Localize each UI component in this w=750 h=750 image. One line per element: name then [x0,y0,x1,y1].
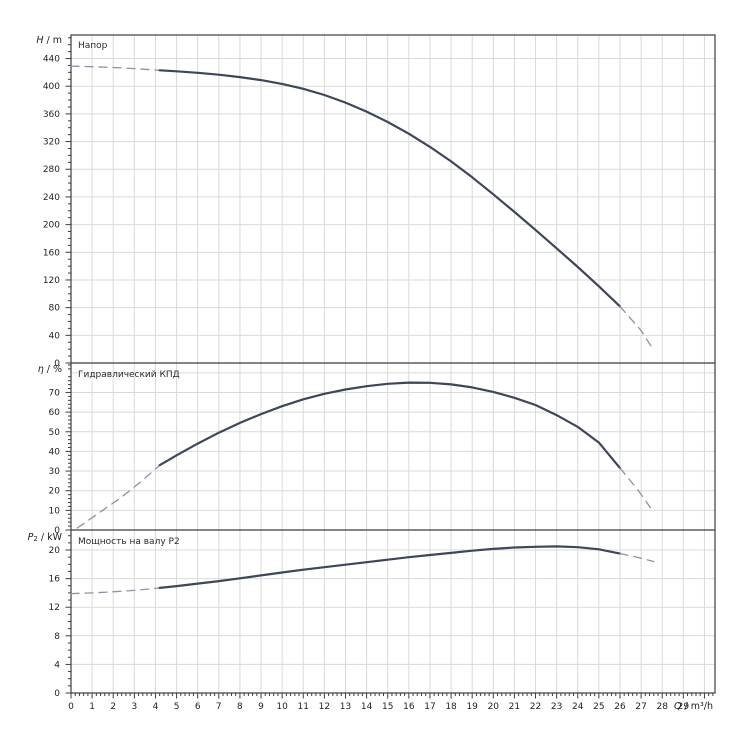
curve-P2-dashed-right [619,552,655,563]
y-tick-label: 440 [43,55,60,65]
y-tick-label: 70 [49,388,61,398]
y-tick-label: 200 [43,221,60,231]
y-tick-label: 20 [49,546,61,556]
y-tick-label: 30 [49,467,61,477]
curve-P2-dashed-left [70,587,161,595]
y-tick-label: 400 [43,82,60,92]
curve-H-solid [158,69,622,308]
x-axis-symbol: Q [674,701,682,712]
efficiency-chart-title: Гидравлический КПД [78,370,180,380]
y-tick-label: 360 [43,110,60,120]
x-tick-label: 11 [298,702,309,712]
y-tick-label: 40 [49,447,61,457]
x-tick-label: 21 [509,702,520,712]
efficiency-axis-unit-label: η / % [38,364,62,375]
x-axis-unit-label: Q / m³/h [674,701,713,712]
y-tick-label: 160 [43,248,60,258]
power-axis-symbol: P [28,532,34,543]
x-tick-label: 19 [466,702,478,712]
x-tick-label: 13 [340,702,351,712]
x-tick-label: 9 [258,702,264,712]
x-tick-label: 28 [656,702,668,712]
x-tick-label: 26 [614,702,626,712]
power-axis-unit-label: P2 / kW [28,532,63,543]
curve-eta-solid [158,381,622,470]
y-tick-label: 10 [49,506,61,516]
x-tick-label: 24 [572,702,584,712]
curve-P2-solid [158,545,622,589]
y-tick-label: 0 [54,526,60,536]
curve-H-dashed-right [619,305,655,352]
x-tick-label: 20 [488,702,500,712]
y-tick-label: 50 [49,428,61,438]
y-tick-label: 20 [49,487,61,497]
x-tick-label: 16 [403,702,415,712]
x-tick-label: 25 [593,702,604,712]
y-tick-label: 8 [54,632,60,642]
y-tick-label: 280 [43,165,60,175]
x-tick-label: 17 [424,702,435,712]
y-tick-label: 60 [49,408,61,418]
x-tick-label: 2 [110,702,116,712]
y-tick-label: 16 [49,575,61,585]
x-tick-label: 23 [551,702,562,712]
power-chart-title: Мощность на валу P2 [78,537,180,547]
y-tick-label: 40 [49,331,61,341]
plot-border [70,34,716,694]
x-tick-label: 14 [361,702,373,712]
x-tick-label: 12 [319,702,330,712]
x-tick-label: 15 [382,702,393,712]
y-tick-label: 320 [43,138,60,148]
x-tick-label: 29 [678,702,690,712]
x-tick-label: 27 [635,702,646,712]
x-tick-label: 10 [276,702,288,712]
x-tick-label: 1 [89,702,95,712]
x-tick-label: 4 [153,702,159,712]
y-tick-label: 0 [54,689,60,699]
head-chart-title: Напор [78,41,108,51]
curve-eta-dashed-left [76,464,161,529]
y-tick-label: 240 [43,193,60,203]
x-tick-label: 0 [68,702,74,712]
y-tick-label: 80 [49,304,61,314]
y-tick-label: 0 [54,359,60,369]
chart-generated-layer: 0 1 2 3 4 5 6 7 8 9 10 11 12 13 14 15 16 17 18 19 20 21 22 23 24… [43,34,716,712]
curve-eta-dashed-right [619,467,655,513]
head-axis-unit-label: H / m [36,35,62,46]
efficiency-axis-symbol: η [38,364,44,375]
x-tick-label: 22 [530,702,541,712]
y-tick-label: 4 [54,660,60,670]
y-tick-label: 12 [49,603,60,613]
x-tick-label: 6 [195,702,201,712]
x-tick-label: 18 [445,702,457,712]
x-tick-label: 5 [174,702,180,712]
y-tick-label: 120 [43,276,60,286]
curve-H-dashed-left [70,65,161,71]
head-axis-symbol: H [36,35,43,46]
x-tick-label: 3 [131,702,137,712]
x-tick-label: 8 [237,702,243,712]
x-tick-label: 7 [216,702,222,712]
